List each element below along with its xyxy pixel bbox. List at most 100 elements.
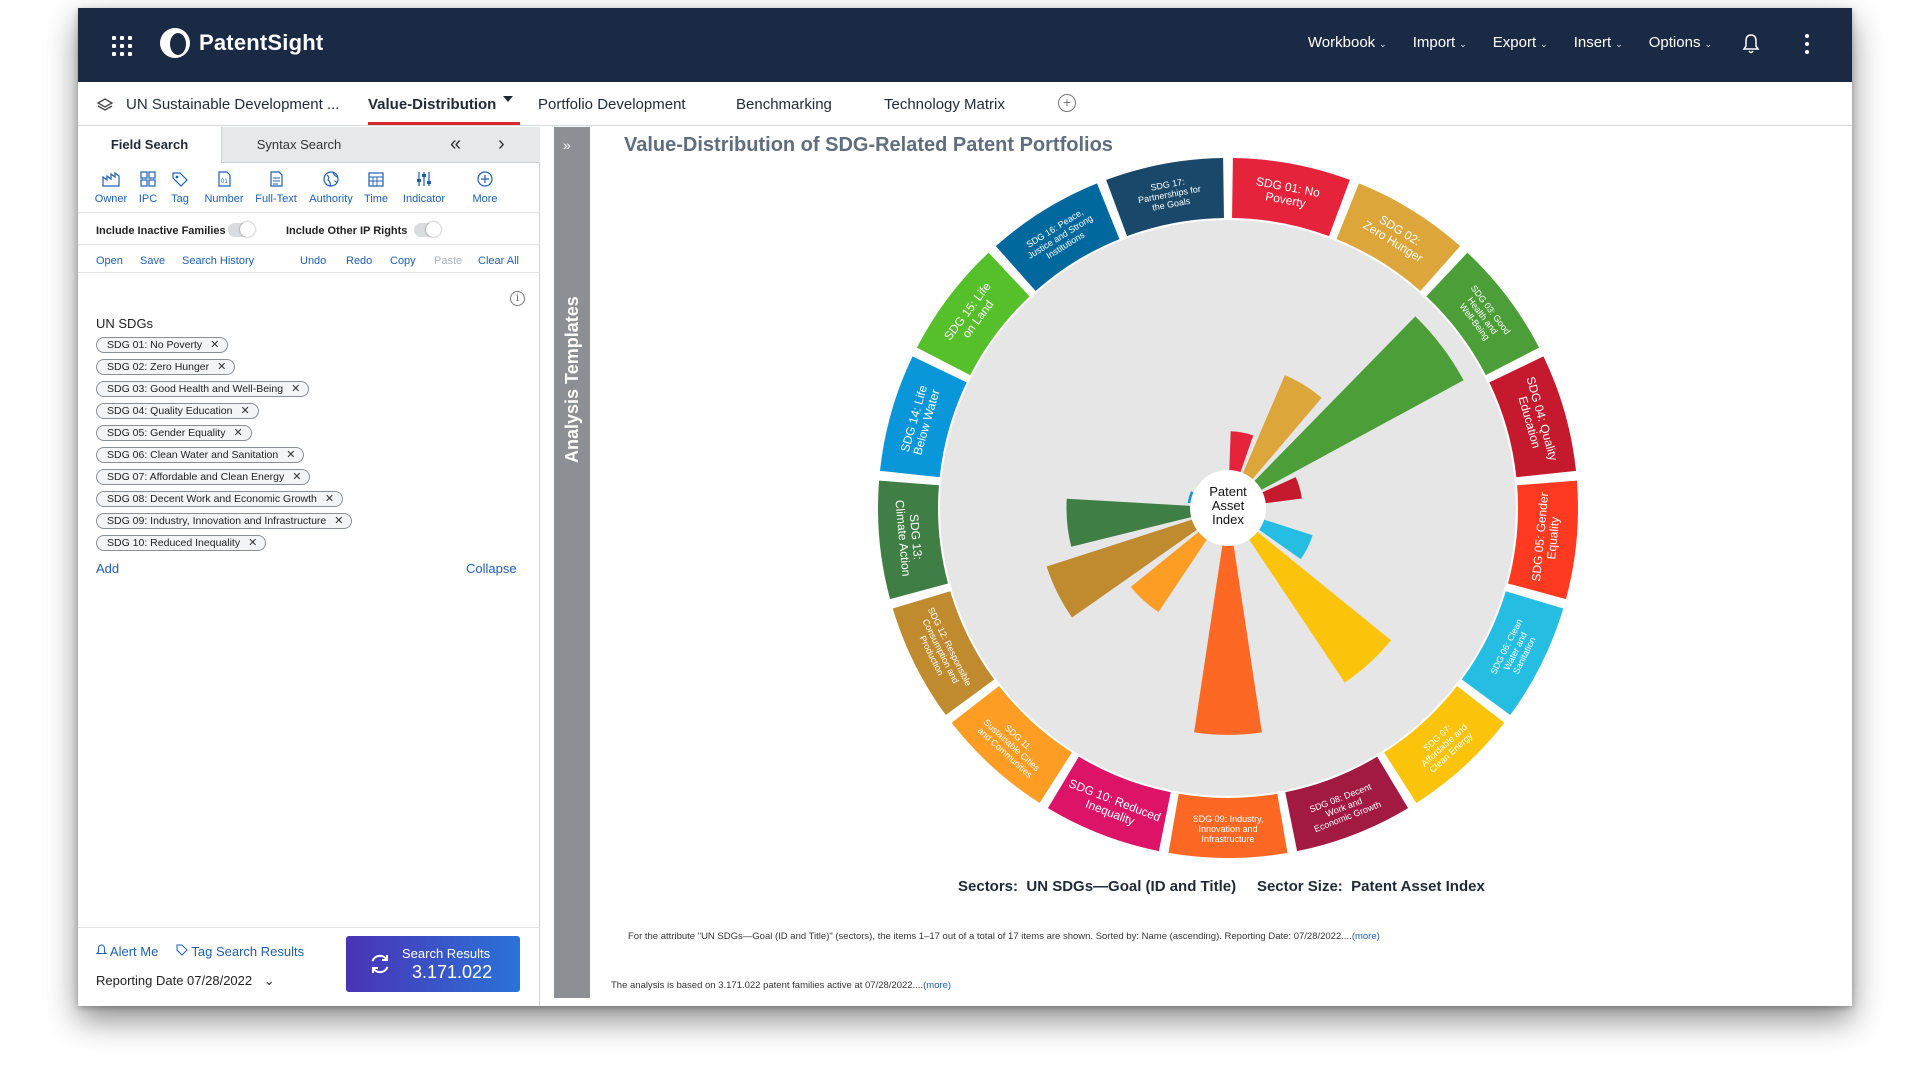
add-tab-icon[interactable]: +: [1058, 94, 1076, 112]
more-link[interactable]: (more): [923, 980, 952, 991]
tab-dropdown-icon[interactable]: [503, 96, 513, 102]
value-bar[interactable]: [1238, 375, 1322, 489]
remove-icon[interactable]: ✕: [292, 471, 302, 483]
search-history-button[interactable]: Search History: [182, 255, 255, 267]
value-bar[interactable]: [1242, 524, 1392, 683]
chevron-right-icon[interactable]: ›: [498, 133, 505, 155]
sector-ring-segment[interactable]: [892, 591, 995, 716]
tool-number[interactable]: 01 Number: [202, 171, 246, 207]
search-field-tools: Owner IPC Tag 01 Number Full-Text Author…: [78, 167, 540, 213]
sdg-chip[interactable]: SDG 01: No Poverty ✕: [96, 337, 229, 353]
remove-icon[interactable]: ✕: [240, 405, 250, 417]
double-chevron-left-icon[interactable]: «: [450, 133, 462, 155]
more-options-icon[interactable]: [1804, 34, 1810, 54]
sector-ring-segment[interactable]: [1461, 591, 1564, 716]
sector-ring-segment[interactable]: [1232, 158, 1350, 237]
remove-icon[interactable]: ✕: [324, 493, 335, 505]
menu-insert[interactable]: Insert ⌄: [1573, 34, 1623, 51]
menu-import[interactable]: Import ⌄: [1412, 34, 1467, 51]
sector-ring-segment[interactable]: [1168, 793, 1288, 858]
sector-ring-segment[interactable]: [1384, 685, 1505, 803]
sdg-chip[interactable]: SDG 10: Reduced Inequality ✕: [96, 535, 267, 551]
expand-icon[interactable]: »: [563, 137, 571, 153]
sector-ring-segment[interactable]: [1285, 756, 1409, 852]
tab-un-sustainable-development[interactable]: UN Sustainable Development ...: [126, 96, 340, 113]
remove-icon[interactable]: ✕: [286, 449, 296, 461]
analysis-templates-bar[interactable]: » Analysis Templates: [554, 127, 590, 998]
sector-ring-segment[interactable]: [995, 183, 1120, 291]
sector-ring-segment[interactable]: [1336, 183, 1461, 291]
search-results-button[interactable]: Search Results 3.171.022: [346, 936, 520, 992]
remove-icon[interactable]: ✕: [210, 339, 220, 351]
chart-footnote-basis: The analysis is based on 3.171.022 paten…: [611, 980, 952, 991]
tag-search-results-button[interactable]: Tag Search Results: [176, 944, 304, 959]
value-bar[interactable]: [1066, 498, 1203, 547]
sdg-chip[interactable]: SDG 06: Clean Water and Sanitation ✕: [96, 447, 305, 463]
sdg-chip[interactable]: SDG 07: Affordable and Clean Energy ✕: [96, 469, 311, 485]
sdg-chip[interactable]: SDG 02: Zero Hunger ✕: [96, 359, 236, 375]
include-other-ip-toggle[interactable]: [414, 222, 441, 237]
menu-export[interactable]: Export ⌄: [1492, 34, 1548, 51]
sector-ring-segment[interactable]: [1106, 158, 1224, 237]
tab-benchmarking[interactable]: Benchmarking: [736, 96, 832, 113]
sdg-chip[interactable]: SDG 03: Good Health and Well-Being ✕: [96, 381, 310, 397]
sector-ring-segment[interactable]: [1489, 356, 1577, 478]
sdg-chip[interactable]: SDG 09: Industry, Innovation and Infrast…: [96, 513, 353, 529]
tool-indicator[interactable]: Indicator: [400, 171, 448, 207]
remove-icon[interactable]: ✕: [248, 537, 258, 549]
value-bar[interactable]: [1130, 524, 1214, 613]
app-grid-icon[interactable]: [112, 36, 132, 56]
tool-owner[interactable]: Owner: [94, 171, 128, 207]
copy-button[interactable]: Copy: [390, 255, 416, 267]
reporting-date-select[interactable]: Reporting Date 07/28/2022 ⌄: [96, 973, 275, 988]
redo-button[interactable]: Redo: [346, 255, 373, 267]
tool-time[interactable]: Time: [362, 171, 390, 207]
menu-options[interactable]: Options ⌄: [1648, 34, 1712, 51]
tool-authority[interactable]: Authority: [306, 171, 356, 207]
clear-all-button[interactable]: Clear All: [478, 255, 519, 267]
tab-value-distribution[interactable]: Value-Distribution: [368, 96, 521, 125]
include-inactive-toggle[interactable]: [228, 222, 255, 237]
app-logo[interactable]: PatentSight: [160, 28, 323, 58]
tool-tag[interactable]: Tag: [168, 171, 192, 207]
tool-more[interactable]: More: [468, 171, 502, 207]
sdg-chip[interactable]: SDG 08: Decent Work and Economic Growth ✕: [96, 491, 344, 507]
value-bar[interactable]: [1194, 533, 1262, 735]
chevron-down-icon: ⌄: [1540, 39, 1548, 49]
sector-ring-segment[interactable]: [1047, 756, 1171, 852]
sdg-chip[interactable]: SDG 05: Gender Equality ✕: [96, 425, 252, 441]
remove-icon[interactable]: ✕: [334, 515, 344, 527]
bell-icon[interactable]: [1742, 33, 1760, 55]
remove-icon[interactable]: ✕: [217, 361, 227, 373]
save-button[interactable]: Save: [140, 255, 166, 267]
tool-ipc[interactable]: IPC: [136, 171, 160, 207]
sector-ring-segment[interactable]: [951, 685, 1072, 803]
tab-field-search[interactable]: Field Search: [78, 127, 222, 163]
sector-ring-segment[interactable]: [1508, 480, 1578, 600]
sdg-chip[interactable]: SDG 04: Quality Education ✕: [96, 403, 259, 419]
remove-icon[interactable]: ✕: [291, 383, 301, 395]
alert-me-button[interactable]: Alert Me: [95, 944, 158, 959]
sector-ring-segment[interactable]: [916, 252, 1030, 376]
open-button[interactable]: Open: [96, 255, 123, 267]
sector-ring-segment[interactable]: [878, 480, 948, 600]
more-link[interactable]: (more): [1351, 931, 1380, 942]
sdg-group-label: UN SDGs: [96, 316, 154, 331]
add-criterion-link[interactable]: Add: [96, 561, 120, 576]
sector-ring-segment[interactable]: [1426, 252, 1540, 376]
tab-technology-matrix[interactable]: Technology Matrix: [884, 96, 1005, 113]
remove-icon[interactable]: ✕: [233, 427, 243, 439]
document-icon: [270, 171, 283, 187]
tab-portfolio-development[interactable]: Portfolio Development: [538, 96, 686, 113]
collapse-link[interactable]: Collapse: [466, 561, 517, 576]
tab-syntax-search[interactable]: Syntax Search: [256, 137, 342, 152]
value-bar[interactable]: [1249, 515, 1313, 560]
value-bar[interactable]: [1246, 316, 1464, 496]
value-bar[interactable]: [1228, 431, 1254, 484]
tool-full-text[interactable]: Full-Text: [254, 171, 298, 207]
undo-button[interactable]: Undo: [300, 255, 327, 267]
value-bar[interactable]: [1046, 515, 1207, 618]
sector-ring-segment[interactable]: [879, 356, 967, 478]
menu-workbook[interactable]: Workbook ⌄: [1307, 34, 1387, 51]
info-icon[interactable]: i: [510, 291, 525, 306]
